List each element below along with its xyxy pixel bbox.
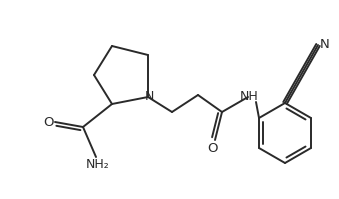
Text: N: N xyxy=(320,38,330,52)
Text: NH₂: NH₂ xyxy=(86,158,110,172)
Text: NH: NH xyxy=(240,90,258,102)
Text: N: N xyxy=(144,91,154,103)
Text: O: O xyxy=(43,115,53,129)
Text: O: O xyxy=(208,142,218,155)
